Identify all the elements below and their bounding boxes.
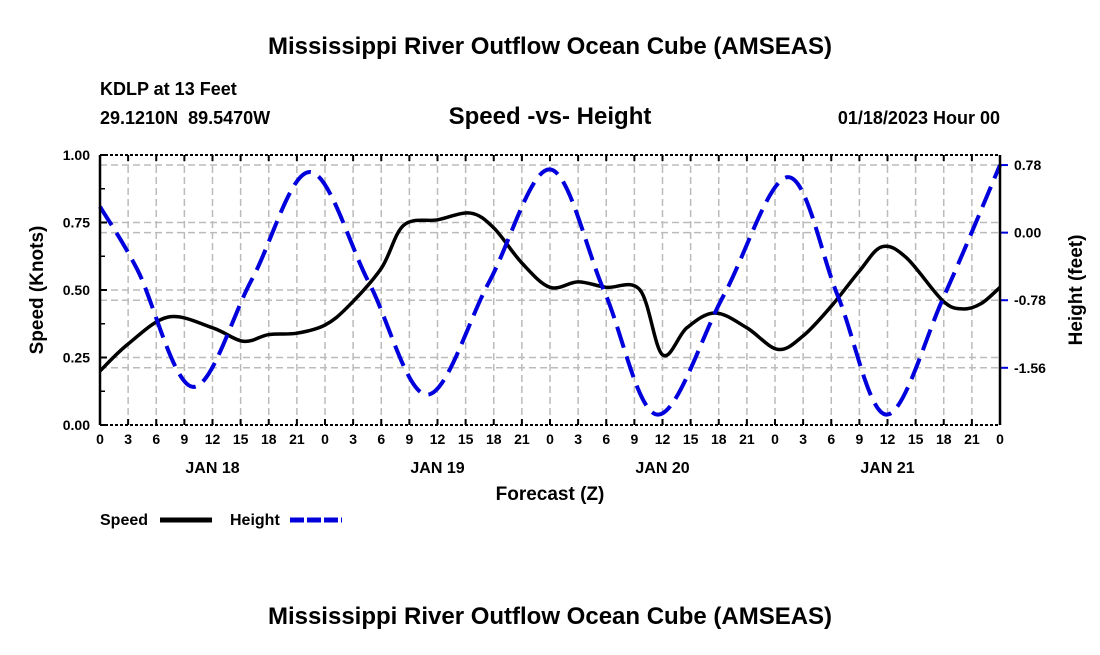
x-axis-label: Forecast (Z) [496, 484, 605, 505]
x-tick-label: 6 [377, 431, 385, 447]
x-tick-label: 0 [321, 431, 329, 447]
x-tick-label: 9 [630, 431, 638, 447]
x-tick-label: 12 [880, 431, 896, 447]
legend-speed-label: Speed [100, 512, 148, 529]
station-label: KDLP at 13 Feet [100, 79, 237, 99]
y-axis-label: Speed (Knots) [27, 226, 48, 355]
y2-tick-label: -1.56 [1014, 360, 1046, 376]
y-tick-label: 0.25 [63, 350, 90, 366]
x-tick-label: 15 [458, 431, 474, 447]
x-tick-label: 15 [233, 431, 249, 447]
x-tick-label: 0 [996, 431, 1004, 447]
day-label: JAN 20 [635, 460, 689, 477]
x-tick-label: 18 [486, 431, 502, 447]
legend-height-label: Height [230, 512, 280, 529]
series-line-speed [98, 211, 1002, 373]
x-tick-label: 0 [771, 431, 779, 447]
x-tick-label: 18 [711, 431, 727, 447]
y-tick-label: 0.75 [63, 215, 90, 231]
grid [100, 155, 1000, 425]
axes: 0 3 6 9 12 15 18 21 0 3 6 9 12 15 18 21 0 3 6 9 12 15 18 21 0 3 6 9… [63, 147, 1046, 477]
date-label: 01/18/2023 Hour 00 [838, 108, 1000, 128]
location-label: 29.1210N 89.5470W [100, 108, 270, 128]
x-tick-label: 21 [514, 431, 530, 447]
x-tick-label: 12 [430, 431, 446, 447]
y2-tick-label: -0.78 [1014, 292, 1046, 308]
chart-subtitle: Speed -vs- Height [449, 103, 652, 130]
x-tick-label: 6 [602, 431, 610, 447]
x-tick-label: 15 [908, 431, 924, 447]
day-label: JAN 18 [185, 460, 239, 477]
y-tick-label: 1.00 [63, 147, 90, 163]
x-tick-label: 3 [574, 431, 582, 447]
x-tick-label: 21 [964, 431, 980, 447]
y-tick-label: 0.50 [63, 282, 90, 298]
x-tick-label: 21 [739, 431, 755, 447]
x-tick-label: 21 [289, 431, 305, 447]
y2-axis-label: Height (feet) [1066, 235, 1087, 346]
legend: Speed Height [100, 512, 342, 529]
y-tick-label: 0.00 [63, 417, 90, 433]
x-tick-label: 6 [827, 431, 835, 447]
series-group [98, 164, 1002, 417]
x-tick-label: 3 [349, 431, 357, 447]
y2-tick-label: 0.78 [1014, 157, 1041, 173]
series-line-height [98, 164, 1002, 417]
x-tick-label: 12 [205, 431, 221, 447]
y2-tick-label: 0.00 [1014, 225, 1041, 241]
day-label: JAN 19 [410, 460, 464, 477]
x-tick-label: 3 [124, 431, 132, 447]
x-tick-label: 3 [799, 431, 807, 447]
day-label: JAN 21 [860, 460, 914, 477]
footer-title: Mississippi River Outflow Ocean Cube (AM… [268, 603, 832, 630]
x-tick-label: 15 [683, 431, 699, 447]
x-tick-label: 0 [96, 431, 104, 447]
x-tick-label: 18 [261, 431, 277, 447]
x-tick-label: 9 [180, 431, 188, 447]
x-tick-label: 9 [855, 431, 863, 447]
chart-title: Mississippi River Outflow Ocean Cube (AM… [268, 33, 832, 60]
x-tick-label: 18 [936, 431, 952, 447]
x-tick-label: 0 [546, 431, 554, 447]
x-tick-label: 12 [655, 431, 671, 447]
x-tick-label: 6 [152, 431, 160, 447]
x-tick-label: 9 [405, 431, 413, 447]
